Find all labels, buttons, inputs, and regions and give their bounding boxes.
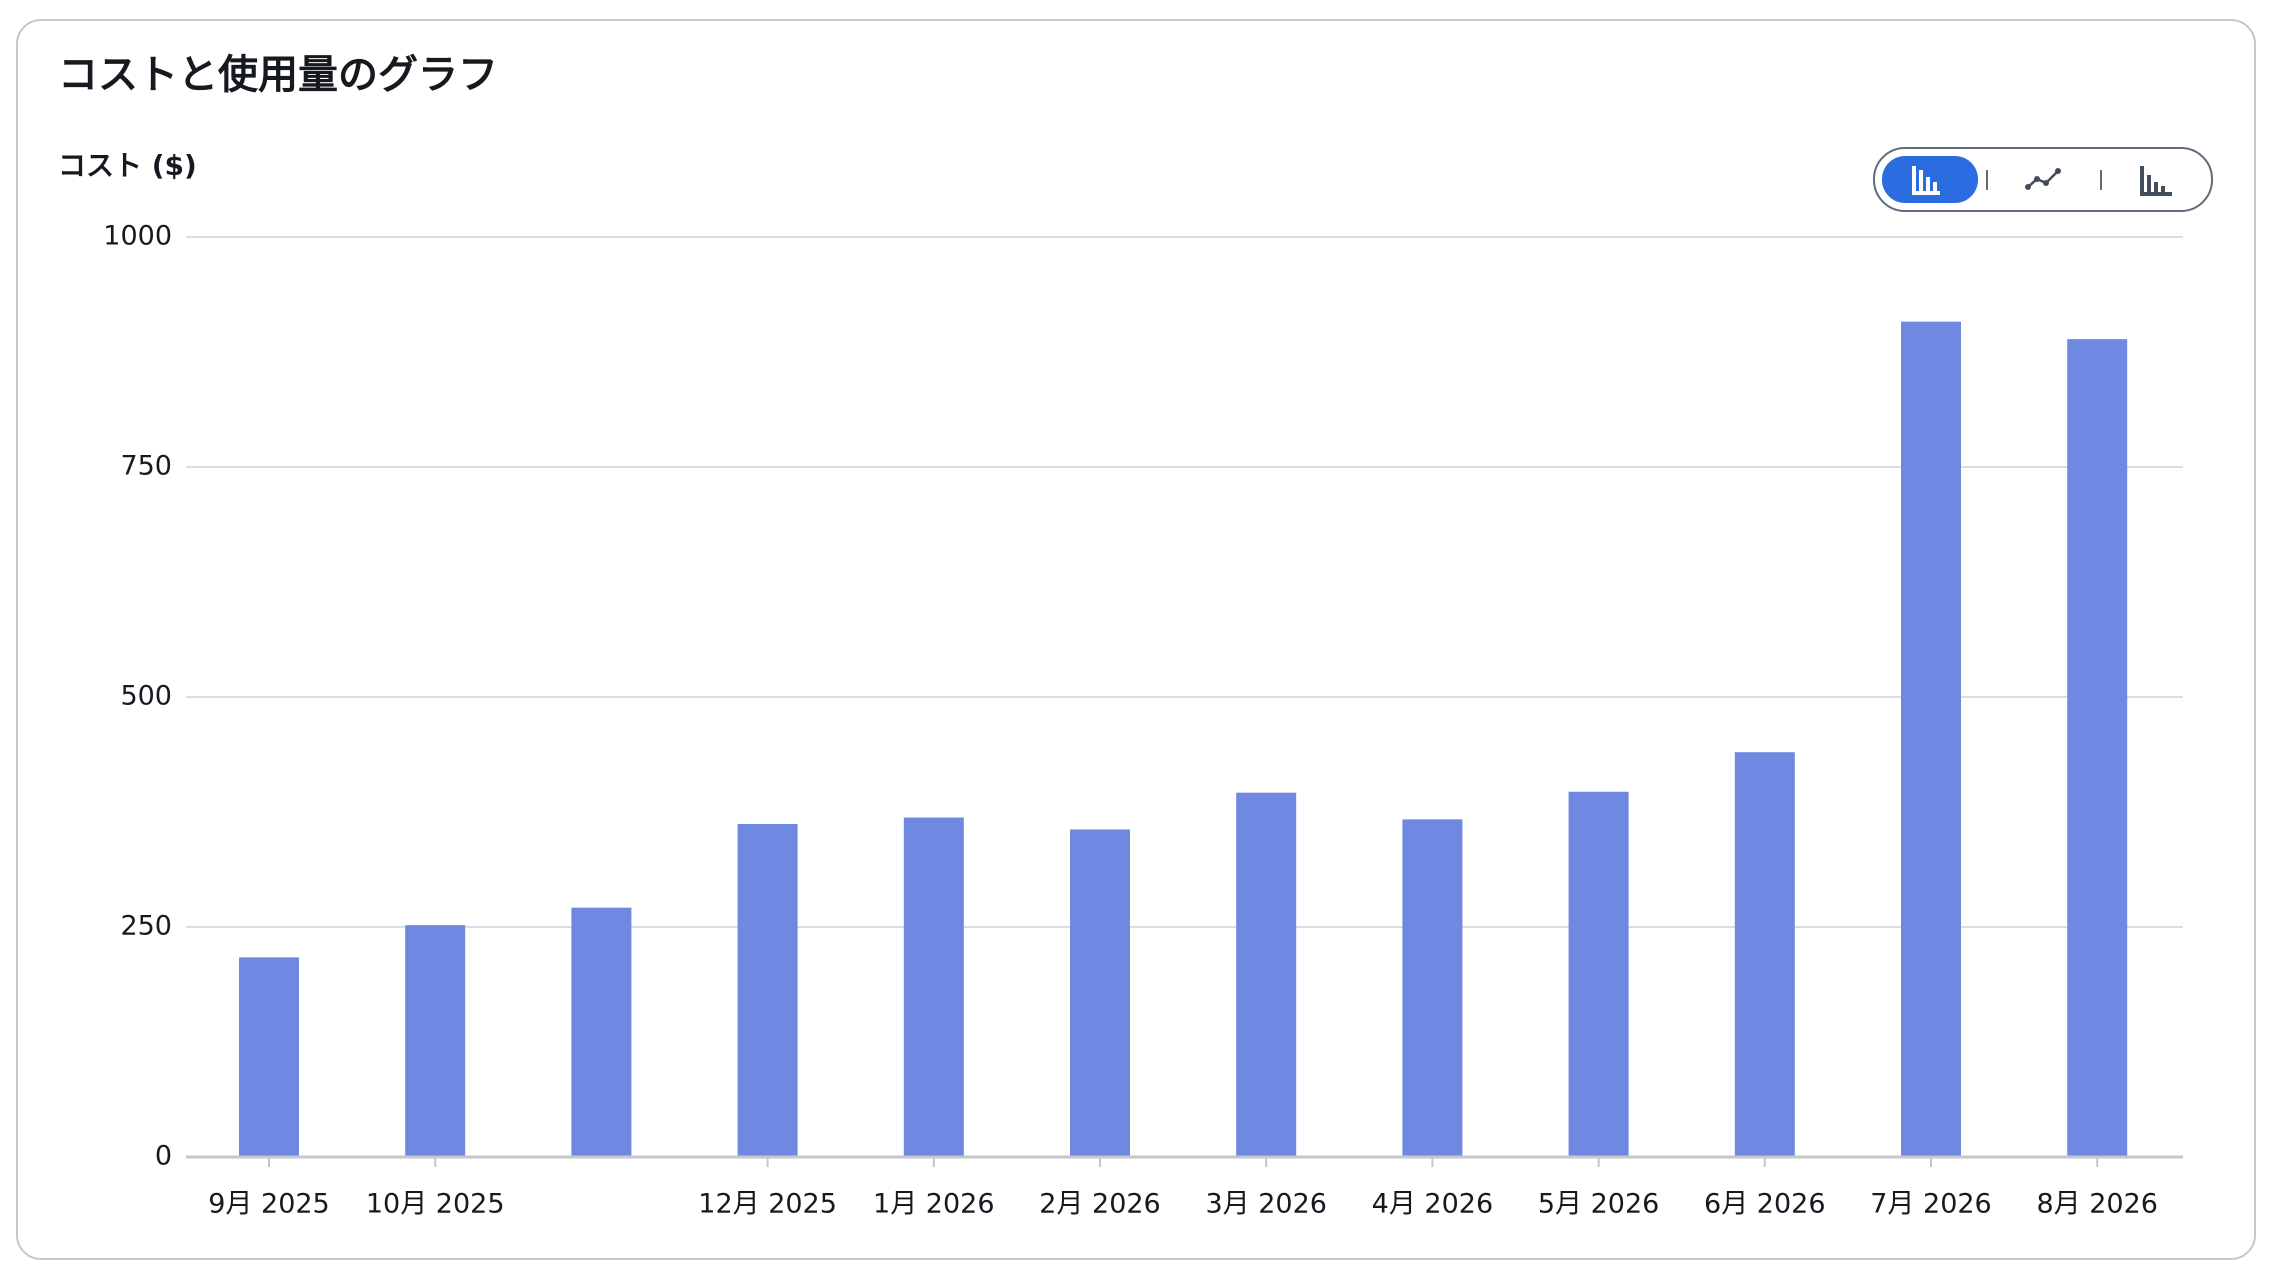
x-tick-label: 8月 2026 [2036, 1189, 2157, 1220]
bar-chart-button[interactable] [1882, 156, 1978, 203]
x-tick-label: 4月 2026 [1372, 1189, 1493, 1220]
stacked-chart-button[interactable] [2140, 166, 2172, 196]
bar [405, 925, 466, 1157]
y-tick-label: 750 [120, 451, 172, 482]
x-tick-label: 1月 2026 [873, 1189, 994, 1220]
line-icon-dot [2034, 176, 2040, 182]
bar [2067, 339, 2128, 1157]
line-icon-dot [2055, 168, 2061, 174]
line-icon-dot [2043, 180, 2049, 186]
bar [571, 907, 632, 1157]
bar-icon [1912, 166, 1940, 195]
x-tick-label: 2月 2026 [1039, 1189, 1160, 1220]
line-icon [2027, 170, 2059, 188]
bar [737, 823, 798, 1157]
x-tick-label: 3月 2026 [1205, 1189, 1326, 1220]
bar [1568, 791, 1629, 1157]
x-tick-label: 5月 2026 [1538, 1189, 1659, 1220]
x-tick-label: 9月 2025 [208, 1189, 329, 1220]
x-tick-label: 6月 2026 [1704, 1189, 1825, 1220]
line-icon-dot [2025, 184, 2031, 190]
y-tick-label: 0 [155, 1141, 172, 1172]
x-tick-label: 12月 2025 [698, 1189, 837, 1220]
bar [1402, 819, 1463, 1157]
bar [1070, 829, 1130, 1157]
x-tick-label: 7月 2026 [1870, 1189, 1991, 1220]
bar [239, 957, 299, 1157]
chart-title: コストと使用量のグラフ [58, 52, 498, 98]
line-chart-button[interactable] [2025, 168, 2061, 190]
bar [903, 817, 964, 1157]
bar [1901, 321, 1961, 1157]
stacked-icon [2140, 166, 2172, 196]
chart-type-toggle [1873, 147, 2213, 212]
y-axis-label: コスト ($) [58, 149, 197, 182]
y-tick-label: 500 [120, 681, 172, 712]
y-tick-label: 1000 [103, 221, 172, 252]
bar [1734, 752, 1795, 1157]
x-tick-label: 10月 2025 [366, 1189, 505, 1220]
y-tick-label: 250 [120, 911, 172, 942]
bar [1236, 792, 1297, 1157]
